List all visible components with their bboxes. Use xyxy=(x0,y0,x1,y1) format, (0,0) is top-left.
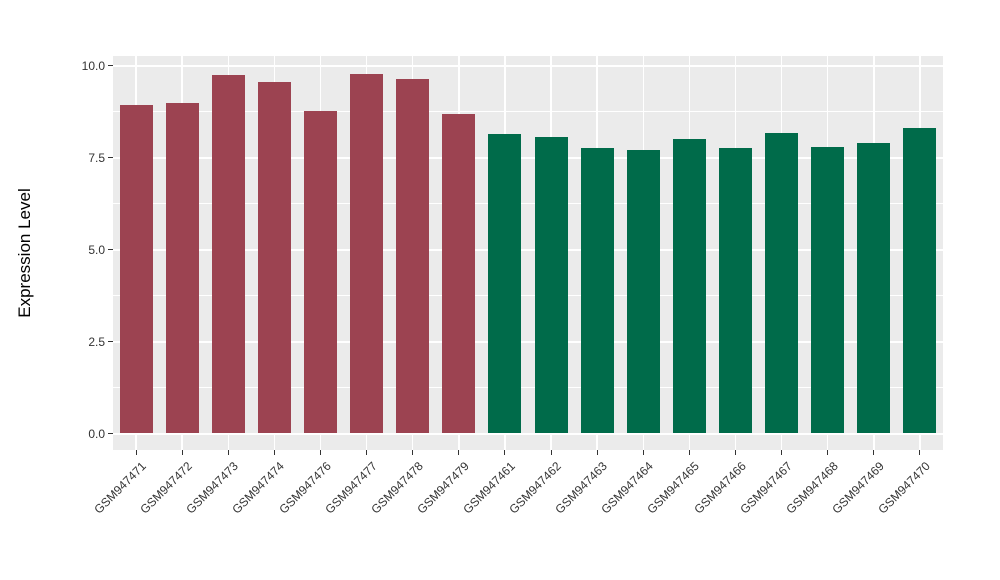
bar-GSM947464 xyxy=(626,149,660,434)
x-tick-mark xyxy=(873,450,875,455)
bar-GSM947472 xyxy=(165,103,199,434)
bar-GSM947471 xyxy=(119,104,153,434)
x-tick-mark xyxy=(320,450,321,455)
bar-GSM947477 xyxy=(350,73,384,434)
x-tick-mark xyxy=(919,450,921,455)
x-tick-mark xyxy=(135,450,137,455)
x-tick-mark xyxy=(596,450,598,455)
major-gridline xyxy=(113,432,943,435)
bar-GSM947466 xyxy=(719,147,752,434)
y-tick-label: 10.0 xyxy=(81,58,105,73)
x-tick-mark xyxy=(227,450,229,455)
x-tick-mark xyxy=(688,450,690,455)
y-tick-mark xyxy=(108,65,113,66)
y-tick-mark xyxy=(108,341,113,342)
major-gridline xyxy=(113,156,943,159)
minor-gridline xyxy=(113,203,943,204)
bar-GSM947479 xyxy=(442,114,476,434)
x-tick-mark xyxy=(273,450,275,455)
bar-GSM947463 xyxy=(580,147,614,434)
bar-GSM947468 xyxy=(811,146,845,434)
x-tick-mark xyxy=(181,450,183,455)
x-tick-mark xyxy=(735,450,736,455)
bar-GSM947461 xyxy=(488,133,522,434)
x-tick-mark xyxy=(781,450,783,455)
y-tick-label: 5.0 xyxy=(88,242,105,257)
minor-gridline xyxy=(113,295,943,296)
bar-GSM947469 xyxy=(857,142,891,434)
bar-GSM947467 xyxy=(765,133,799,434)
x-tick-mark xyxy=(458,450,460,455)
y-tick-label: 7.5 xyxy=(88,150,105,165)
bar-GSM947473 xyxy=(211,74,245,434)
y-tick-mark xyxy=(108,157,113,158)
y-tick-mark xyxy=(108,249,113,250)
minor-gridline xyxy=(113,387,943,388)
bar-GSM947465 xyxy=(672,138,706,434)
x-tick-mark xyxy=(366,450,368,455)
x-tick-mark xyxy=(504,450,506,455)
minor-gridline xyxy=(113,111,943,112)
bar-GSM947470 xyxy=(903,127,937,434)
major-gridline xyxy=(113,248,943,251)
x-tick-mark xyxy=(642,450,644,455)
x-tick-mark xyxy=(550,450,552,455)
y-tick-label: 2.5 xyxy=(88,334,105,349)
x-tick-mark xyxy=(412,450,414,455)
y-tick-mark xyxy=(108,433,113,434)
major-gridline xyxy=(113,64,943,67)
bar-GSM947474 xyxy=(257,82,291,434)
x-tick-mark xyxy=(827,450,829,455)
major-gridline xyxy=(113,340,943,343)
bar-GSM947478 xyxy=(396,78,430,434)
y-axis-title: Expression Level xyxy=(15,188,34,318)
bar-GSM947462 xyxy=(534,136,568,434)
plot-panel xyxy=(113,56,943,450)
bar-GSM947476 xyxy=(304,111,337,434)
y-tick-label: 0.0 xyxy=(88,426,105,441)
